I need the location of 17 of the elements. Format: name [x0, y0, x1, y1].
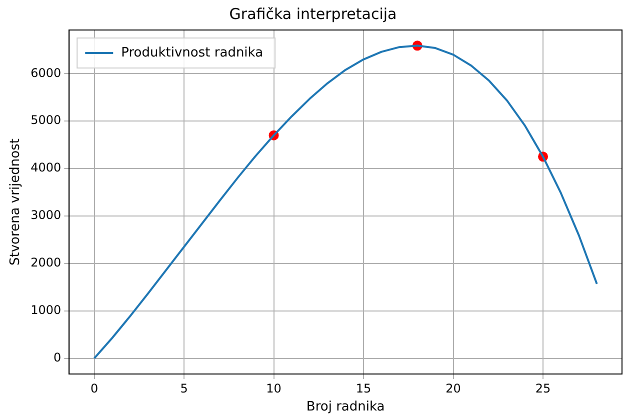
y-tick-label: 1000	[30, 303, 62, 318]
x-tick-label: 5	[180, 381, 188, 396]
y-tick-label: 0	[54, 350, 62, 364]
x-axis-title: Broj radnika	[306, 400, 385, 415]
x-tick-label: 0	[90, 381, 98, 396]
x-tick-label: 20	[446, 381, 461, 396]
x-tick-label: 25	[535, 381, 551, 396]
y-tick-label: 3000	[30, 208, 62, 222]
x-tick-label: 15	[356, 381, 372, 396]
y-axis-title: Stvorena vrijednost	[8, 138, 24, 266]
y-tick-label: 6000	[30, 66, 62, 80]
y-tick-label: 2000	[30, 256, 62, 270]
legend-label: Produktivnost radnika	[121, 45, 264, 60]
y-tick-label: 4000	[30, 160, 62, 175]
chart-title: Grafička interpretacija	[229, 4, 397, 23]
y-tick-label: 5000	[30, 113, 62, 128]
x-tick-label: 10	[266, 381, 282, 396]
